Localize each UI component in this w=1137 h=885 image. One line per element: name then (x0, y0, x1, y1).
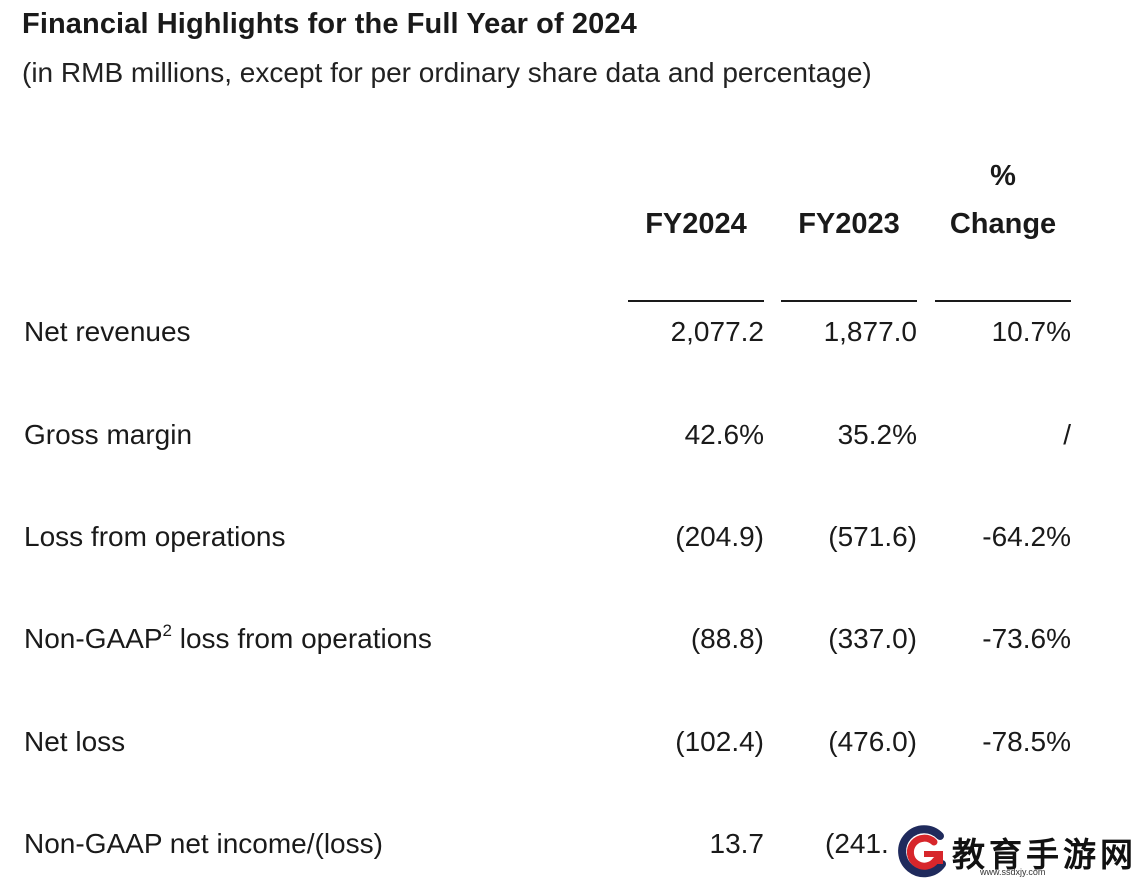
cell-fy2023: (476.0) (828, 726, 917, 757)
row-label-gross-margin: Gross margin (24, 419, 193, 450)
row-label-non-gaap-net-income: Non-GAAP net income/(loss) (24, 828, 383, 859)
row-label-loss-from-operations: Loss from operations (24, 521, 286, 552)
watermark-url: www.ssdxjy.com (980, 867, 1046, 877)
cell-fy2024: (88.8) (690, 623, 764, 654)
label-text: loss from operations (171, 623, 432, 654)
cell-fy2023: 1,877.0 (823, 316, 917, 347)
cell-change: 10.7% (991, 316, 1071, 347)
cell-fy2024: 13.7 (709, 828, 765, 859)
cell-fy2024: (102.4) (675, 726, 764, 757)
footnote-marker: 2 (162, 620, 172, 640)
cell-fy2023: (337.0) (828, 623, 917, 654)
cell-change: -73.6% (982, 623, 1071, 654)
cell-fy2024: 42.6% (684, 419, 764, 450)
row-label-net-loss: Net loss (24, 726, 126, 757)
cell-fy2023: 35.2% (837, 419, 917, 450)
label-text: Non-GAAP (24, 623, 163, 654)
cell-change: -64.2% (982, 521, 1071, 552)
column-header-fy2024: FY2024 (645, 208, 747, 240)
header-underline (781, 300, 917, 302)
column-header-change: Change (949, 208, 1057, 240)
cell-fy2023: (571.6) (828, 521, 917, 552)
cell-fy2023: (241. (825, 828, 889, 859)
watermark: 教育手游网 www.ssdxjy.com (890, 822, 1137, 885)
header-underline (628, 300, 764, 302)
g-logo-icon (896, 824, 952, 880)
header-underline (935, 300, 1071, 302)
column-header-fy2023: FY2023 (798, 208, 900, 240)
row-label-net-revenues: Net revenues (24, 316, 191, 347)
cell-change: -78.5% (982, 726, 1071, 757)
row-label-non-gaap-loss-from-operations: Non-GAAP2 loss from operations (24, 620, 432, 655)
cell-change: / (1063, 419, 1071, 450)
cell-fy2024: (204.9) (675, 521, 764, 552)
page-subtitle: (in RMB millions, except for per ordinar… (22, 57, 872, 88)
column-header-percent-sign: % (990, 160, 1016, 192)
watermark-text: 教育手游网 (952, 835, 1137, 874)
page-title: Financial Highlights for the Full Year o… (22, 8, 637, 40)
cell-fy2024: 2,077.2 (670, 316, 764, 347)
